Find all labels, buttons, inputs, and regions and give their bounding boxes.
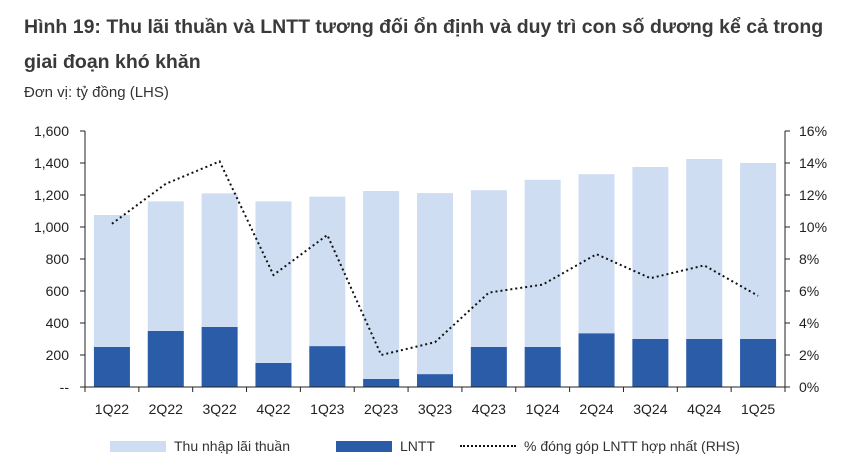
x-tick-label: 2Q24 (579, 401, 613, 417)
y-tick-label-right: 14% (799, 155, 827, 171)
y-tick-label-left: 600 (46, 283, 70, 299)
legend-item-lntt: LNTT (336, 438, 435, 454)
legend-label: LNTT (400, 438, 435, 454)
bar-lntt-1Q23 (309, 346, 346, 387)
x-tick-label: 3Q24 (633, 401, 667, 417)
unit-label: Đơn vị: tỷ đồng (LHS) (24, 84, 169, 101)
y-tick-label-right: 6% (799, 283, 819, 299)
x-tick-label: 3Q23 (418, 401, 452, 417)
y-tick-label-left: 1,400 (34, 155, 69, 171)
y-tick-label-left: 200 (46, 347, 70, 363)
y-tick-label-left: 400 (46, 315, 70, 331)
legend-item-pct: % đóng góp LNTT hợp nhất (RHS) (460, 438, 740, 454)
y-tick-label-right: 10% (799, 219, 827, 235)
x-tick-label: 1Q22 (95, 401, 129, 417)
y-tick-label-left: 1,200 (34, 187, 69, 203)
y-tick-label-right: 12% (799, 187, 827, 203)
chart-title: Hình 19: Thu lãi thuần và LNTT tương đối… (24, 16, 824, 73)
y-tick-label-left: 1,000 (34, 219, 69, 235)
bar-net-interest-4Q22 (255, 201, 292, 387)
bar-lntt-4Q23 (470, 347, 507, 387)
x-tick-label: 1Q23 (310, 401, 344, 417)
x-tick-label: 2Q23 (364, 401, 398, 417)
y-tick-label-right: 8% (799, 251, 819, 267)
legend-swatch (460, 445, 516, 447)
bar-lntt-2Q22 (147, 331, 184, 387)
x-tick-label: 4Q23 (472, 401, 506, 417)
bar-lntt-1Q25 (740, 339, 777, 387)
x-tick-label: 4Q22 (256, 401, 290, 417)
y-tick-label-right: 2% (799, 347, 819, 363)
y-tick-label-left: 800 (46, 251, 70, 267)
y-tick-label-left: 1,600 (34, 123, 69, 139)
line-pct-lntt (111, 160, 759, 357)
y-tick-label-right: 0% (799, 379, 819, 395)
legend-swatch (336, 440, 392, 452)
bar-lntt-2Q23 (363, 379, 400, 387)
y-tick-label-left: -- (60, 379, 70, 395)
x-tick-label: 1Q24 (526, 401, 560, 417)
y-tick-label-right: 4% (799, 315, 819, 331)
x-tick-label: 3Q22 (202, 401, 236, 417)
legend-label: % đóng góp LNTT hợp nhất (RHS) (524, 438, 740, 454)
x-tick-label: 4Q24 (687, 401, 721, 417)
legend-label: Thu nhập lãi thuần (174, 438, 290, 454)
x-tick-label: 2Q22 (149, 401, 183, 417)
bar-lntt-3Q22 (201, 327, 238, 387)
bar-lntt-4Q24 (686, 339, 723, 387)
x-tick-label: 1Q25 (741, 401, 775, 417)
bar-lntt-3Q23 (417, 374, 453, 387)
bar-lntt-4Q22 (255, 363, 292, 387)
bar-lntt-2Q24 (578, 333, 615, 387)
bar-net-interest-3Q23 (417, 193, 453, 387)
bar-lntt-3Q24 (632, 339, 669, 387)
bar-lntt-1Q24 (524, 347, 561, 387)
legend-swatch (110, 440, 166, 452)
bar-lntt-1Q22 (93, 347, 130, 387)
legend-item-net-interest: Thu nhập lãi thuần (110, 438, 290, 454)
bar-net-interest-2Q23 (363, 191, 400, 387)
y-tick-label-right: 16% (799, 123, 827, 139)
